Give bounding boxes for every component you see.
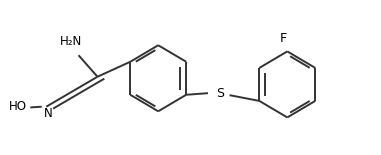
Text: H₂N: H₂N (60, 35, 82, 48)
Text: HO: HO (9, 100, 27, 113)
Text: S: S (216, 87, 224, 100)
Text: N: N (44, 107, 53, 120)
Text: F: F (280, 32, 287, 45)
